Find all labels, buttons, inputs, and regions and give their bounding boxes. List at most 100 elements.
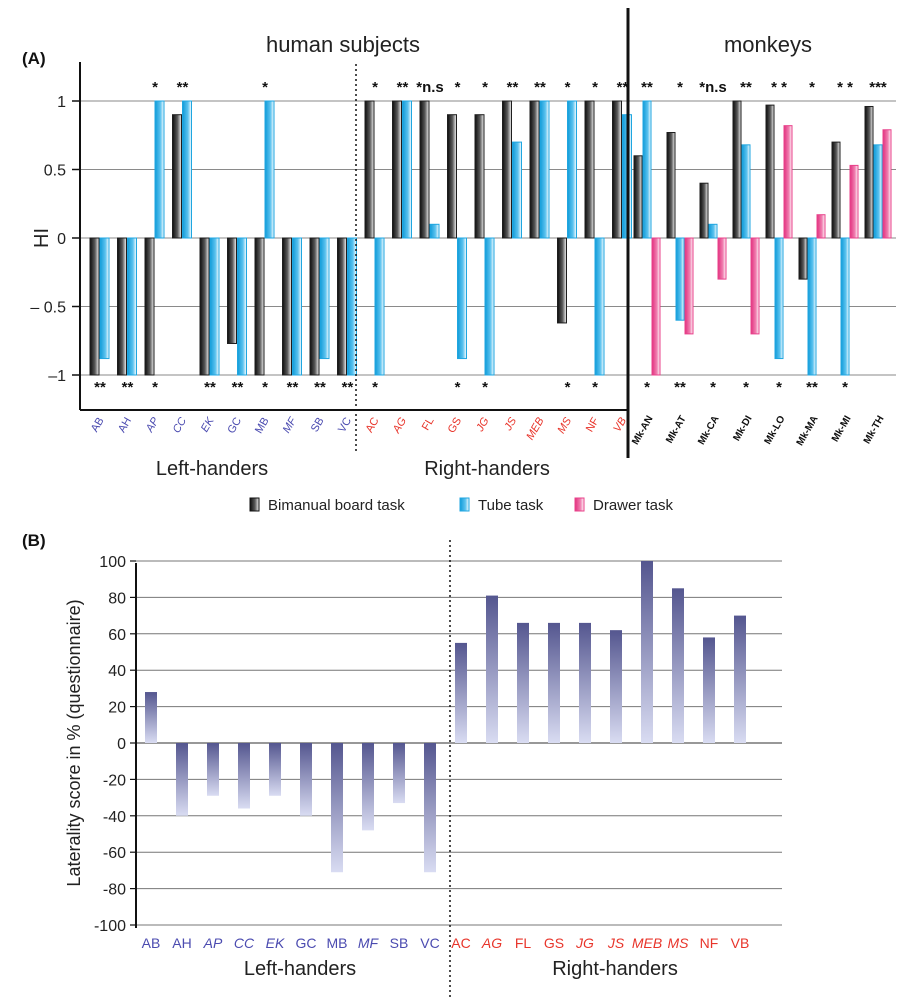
significance-star: *	[455, 379, 461, 396]
significance-star: *	[743, 379, 749, 396]
panel-a-subject-label: JG	[474, 415, 492, 434]
significance-star: *	[644, 379, 650, 396]
tube-bar	[374, 237, 385, 376]
drawer-bar	[882, 129, 892, 239]
panel-b-subject-label: MS	[668, 935, 690, 951]
panel-b-laterality-chart: (B) Laterality score in % (questionnaire…	[22, 531, 782, 999]
laterality-bar	[176, 743, 188, 816]
significance-star: *	[482, 379, 488, 396]
panel-a-subject-label: MEB	[524, 416, 546, 443]
panel-b-subject-label: AC	[451, 935, 470, 951]
tube-bar	[209, 237, 220, 376]
bimanual-bar	[199, 237, 210, 376]
panel-b-y-tick-label: -60	[103, 845, 126, 862]
significance-star: *	[482, 79, 488, 96]
panel-a-monkey-label: Mk-TH	[862, 414, 887, 446]
bimanual-bar	[337, 237, 347, 376]
significance-star: **	[534, 79, 546, 96]
panel-b-subject-label: FL	[515, 935, 532, 951]
significance-star: **	[806, 379, 818, 396]
panel-a-subject-label: MF	[281, 414, 300, 435]
tube-bar	[512, 141, 522, 239]
laterality-bar	[548, 622, 560, 743]
significance-star: **	[287, 379, 299, 396]
significance-star: *	[565, 379, 571, 396]
tube-bar	[484, 237, 495, 376]
significance-star: ***	[869, 79, 887, 96]
significance-star: **	[314, 379, 326, 396]
tube-bar	[402, 100, 412, 239]
bimanual-bar	[633, 155, 643, 239]
panel-a-significance-stars: ** ******** **** ** ** ****** *n.s ****** ** ****…	[94, 79, 887, 396]
panel-a-y-tick-label: –1	[48, 368, 66, 385]
legend: Bimanual board task Tube task Drawer tas…	[249, 497, 674, 514]
panel-b-y-tick-label: 80	[108, 590, 126, 607]
laterality-bar	[641, 561, 653, 743]
significance-star: *	[776, 379, 782, 396]
panel-a-monkey-label: Mk-CA	[696, 414, 721, 447]
bimanual-bar	[447, 114, 457, 239]
laterality-bar	[269, 743, 281, 796]
tube-bar	[539, 100, 550, 239]
panel-b-y-tick-label: 40	[108, 663, 126, 680]
significance-star: *	[677, 79, 683, 96]
laterality-bar	[610, 630, 622, 743]
laterality-bar	[238, 743, 250, 809]
tube-bar	[675, 237, 685, 321]
panel-a-monkey-label: Mk-MA	[795, 414, 821, 448]
panel-a-letter: (A)	[22, 49, 46, 68]
bimanual-bar	[254, 237, 265, 376]
bimanual-bar	[392, 100, 402, 239]
panel-a-subject-label: CC	[171, 415, 189, 435]
panel-a-subject-label: JS	[502, 415, 520, 434]
panel-a-y-axis-label: HI	[31, 228, 53, 248]
bimanual-bar	[699, 182, 709, 239]
significance-star: *	[152, 379, 158, 396]
panel-b-y-ticks: 100 80 60 40 20 0 -20 -40 -60 -80 -100	[94, 554, 136, 935]
panel-a-monkey-label: Mk-DI	[731, 414, 754, 443]
significance-star: **	[94, 379, 106, 396]
panel-a-subject-label: NF	[584, 415, 602, 434]
panel-b-subject-label: AB	[142, 935, 161, 951]
tube-bar	[237, 237, 247, 376]
panel-b-subject-label: JS	[607, 935, 625, 951]
laterality-bar	[703, 637, 715, 743]
panel-b-subject-label: AP	[203, 935, 223, 951]
bimanual-bar	[502, 100, 512, 239]
significance-star: *	[809, 79, 815, 96]
drawer-bar	[816, 214, 826, 239]
panel-a-hand-index-chart: (A) human subjects monkeys HI 1 0.5 0 – 0.5…	[22, 8, 896, 514]
panel-a-subject-label: AG	[390, 415, 409, 436]
significance-star: *	[372, 379, 378, 396]
left-handers-label-b: Left-handers	[244, 958, 356, 980]
panel-a-x-labels: AB AH AP CC EK GC MB MF SB VC AC AG FL GS JG JS MEB MS NF V…	[89, 414, 887, 448]
bimanual-bar	[117, 237, 127, 376]
laterality-bar	[517, 622, 529, 743]
bimanual-bar	[557, 237, 567, 324]
panel-b-subject-label: CC	[234, 935, 255, 951]
panel-b-subject-label: AG	[481, 935, 502, 951]
tube-bar	[807, 237, 817, 376]
panel-b-subject-label: MF	[358, 935, 380, 951]
left-handers-label-a: Left-handers	[156, 458, 268, 480]
drawer-bar	[783, 125, 793, 239]
panel-b-subject-label: VC	[420, 935, 439, 951]
panel-a-y-tick-label: 0	[57, 231, 66, 248]
bimanual-bar	[144, 237, 155, 376]
panel-b-subject-label: SB	[390, 935, 409, 951]
legend-swatch-tube	[459, 497, 470, 512]
tube-bar	[347, 237, 357, 376]
laterality-bar	[486, 595, 498, 743]
panel-b-subject-label: MB	[327, 935, 348, 951]
drawer-bar	[651, 237, 661, 376]
significance-star: **	[740, 79, 752, 96]
panel-b-letter: (B)	[22, 531, 46, 550]
significance-star: *	[262, 379, 268, 396]
bimanual-bar	[227, 237, 237, 344]
bimanual-bar	[282, 237, 292, 376]
significance-star: *	[592, 379, 598, 396]
bimanual-bar	[584, 100, 595, 239]
panel-a-subject-label: GS	[446, 416, 464, 436]
panel-a-subject-label: EK	[199, 415, 217, 434]
